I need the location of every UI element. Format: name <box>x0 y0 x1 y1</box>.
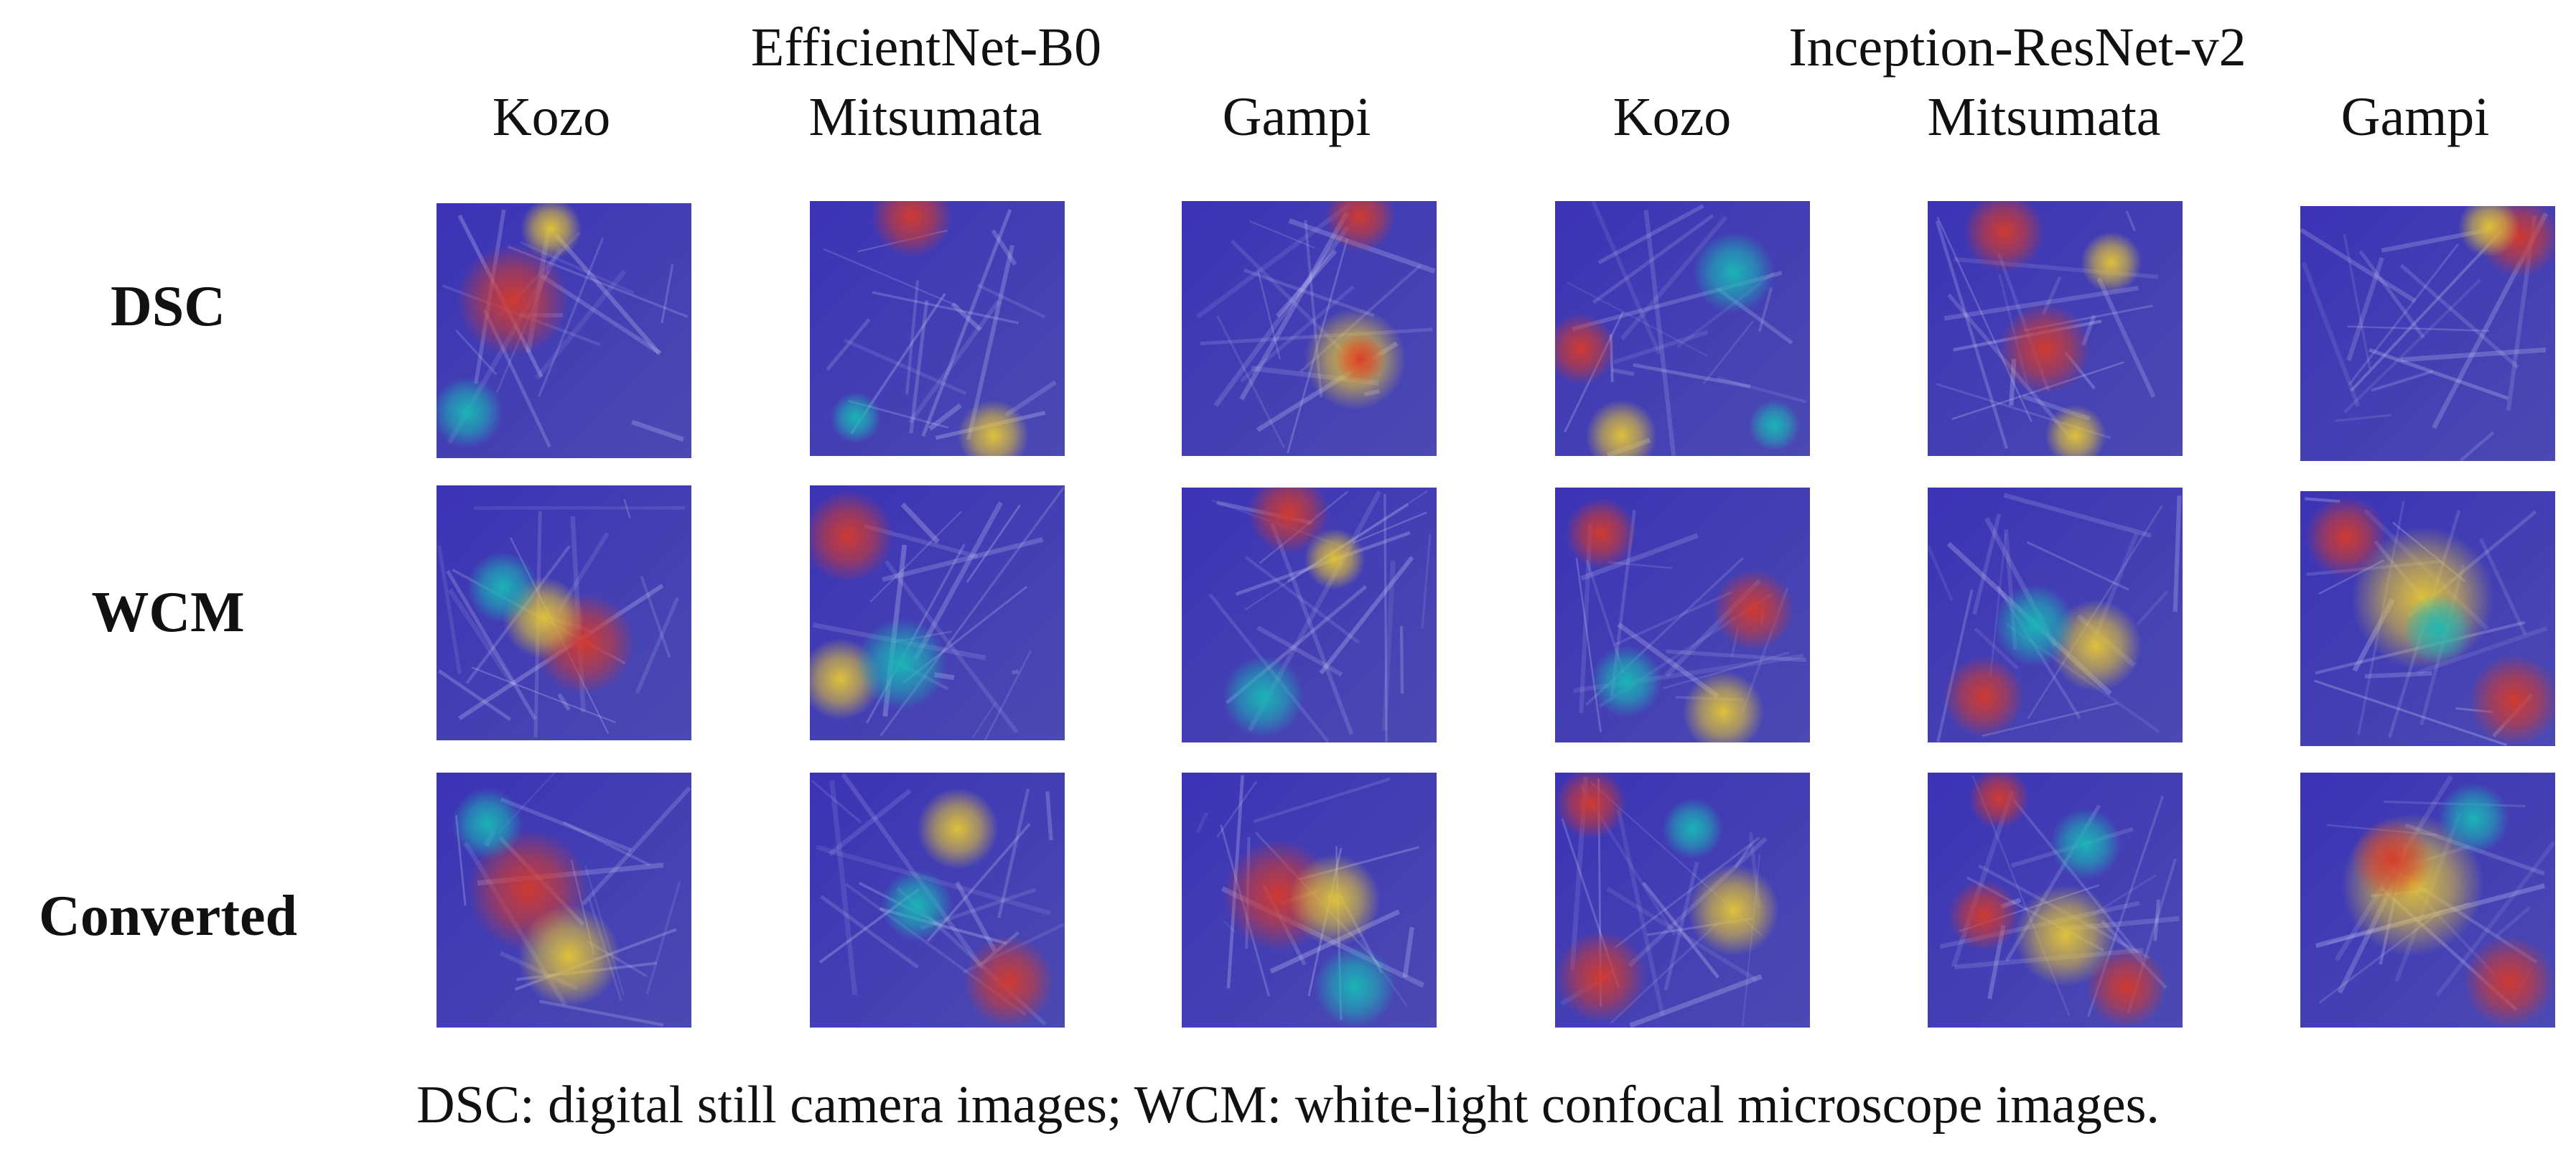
heatmap-converted-efficientnet-mitsumata <box>810 773 1065 1028</box>
heatmap-dsc-efficientnet-mitsumata <box>810 201 1065 456</box>
heatmap-dsc-inception-kozo <box>1555 201 1810 456</box>
column-label-gampi-inception: Gampi <box>2341 87 2490 147</box>
heatmap-wcm-efficientnet-mitsumata <box>810 485 1065 740</box>
figure-caption: DSC: digital still camera images; WCM: w… <box>416 1076 2160 1135</box>
group-title-inception: Inception-ResNet-v2 <box>1788 17 2246 78</box>
heatmap-converted-inception-mitsumata <box>1928 773 2183 1028</box>
heatmap-converted-efficientnet-kozo <box>437 773 691 1028</box>
heatmap-wcm-inception-kozo <box>1555 488 1810 742</box>
heatmap-dsc-inception-mitsumata <box>1928 201 2183 456</box>
heatmap-wcm-efficientnet-kozo <box>437 485 691 740</box>
heatmap-dsc-efficientnet-gampi <box>1182 201 1437 456</box>
row-label-converted: Converted <box>39 885 297 948</box>
row-label-wcm: WCM <box>91 581 245 644</box>
heatmap-wcm-inception-mitsumata <box>1928 488 2183 742</box>
column-label-gampi-efficientnet: Gampi <box>1222 87 1371 147</box>
heatmap-wcm-efficientnet-gampi <box>1182 488 1437 742</box>
column-label-kozo-inception: Kozo <box>1613 87 1732 147</box>
row-label-dsc: DSC <box>110 275 226 338</box>
column-label-mitsumata-efficientnet: Mitsumata <box>808 87 1042 147</box>
column-label-mitsumata-inception: Mitsumata <box>1927 87 2161 147</box>
column-label-kozo-efficientnet: Kozo <box>492 87 611 147</box>
heatmap-dsc-inception-gampi <box>2300 206 2555 461</box>
group-title-efficientnet: EfficientNet-B0 <box>750 17 1102 78</box>
heatmap-dsc-efficientnet-kozo <box>437 203 691 458</box>
heatmap-converted-efficientnet-gampi <box>1182 773 1437 1028</box>
heatmap-converted-inception-kozo <box>1555 773 1810 1028</box>
heatmap-converted-inception-gampi <box>2300 773 2555 1028</box>
heatmap-wcm-inception-gampi <box>2300 491 2555 746</box>
